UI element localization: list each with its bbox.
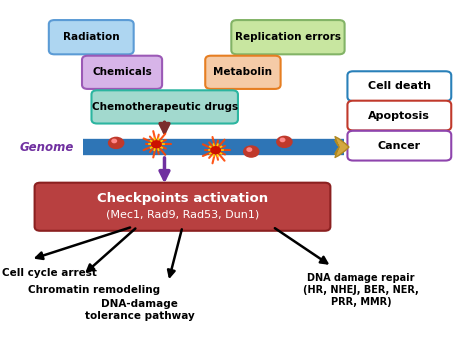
Text: Apoptosis: Apoptosis — [368, 111, 430, 120]
Text: Genome: Genome — [19, 140, 73, 154]
FancyBboxPatch shape — [82, 56, 162, 89]
Circle shape — [247, 148, 252, 151]
Text: Chemotherapeutic drugs: Chemotherapeutic drugs — [91, 102, 238, 112]
Text: Checkpoints activation: Checkpoints activation — [97, 192, 268, 204]
Text: Chromatin remodeling: Chromatin remodeling — [28, 285, 161, 295]
Text: DNA-damage
tolerance pathway: DNA-damage tolerance pathway — [85, 299, 195, 321]
Text: Cell cycle arrest: Cell cycle arrest — [2, 268, 97, 278]
FancyBboxPatch shape — [347, 101, 451, 130]
Text: Radiation: Radiation — [63, 32, 119, 42]
Circle shape — [109, 137, 124, 148]
FancyBboxPatch shape — [49, 20, 134, 54]
FancyBboxPatch shape — [347, 131, 451, 161]
Text: DNA damage repair
(HR, NHEJ, BER, NER,
PRR, MMR): DNA damage repair (HR, NHEJ, BER, NER, P… — [303, 273, 419, 307]
Circle shape — [112, 139, 117, 143]
Circle shape — [211, 147, 220, 154]
Text: Metabolin: Metabolin — [213, 67, 273, 77]
Circle shape — [152, 141, 161, 148]
Circle shape — [277, 136, 292, 147]
FancyBboxPatch shape — [91, 90, 238, 124]
FancyBboxPatch shape — [347, 71, 451, 101]
Circle shape — [244, 146, 259, 157]
FancyBboxPatch shape — [205, 56, 281, 89]
Text: (Mec1, Rad9, Rad53, Dun1): (Mec1, Rad9, Rad53, Dun1) — [106, 209, 259, 219]
FancyBboxPatch shape — [231, 20, 345, 54]
Text: Replication errors: Replication errors — [235, 32, 341, 42]
FancyBboxPatch shape — [35, 183, 330, 231]
Text: Cell death: Cell death — [368, 81, 431, 91]
Circle shape — [280, 138, 285, 142]
Text: Cancer: Cancer — [378, 141, 421, 151]
Text: Chemicals: Chemicals — [92, 67, 152, 77]
